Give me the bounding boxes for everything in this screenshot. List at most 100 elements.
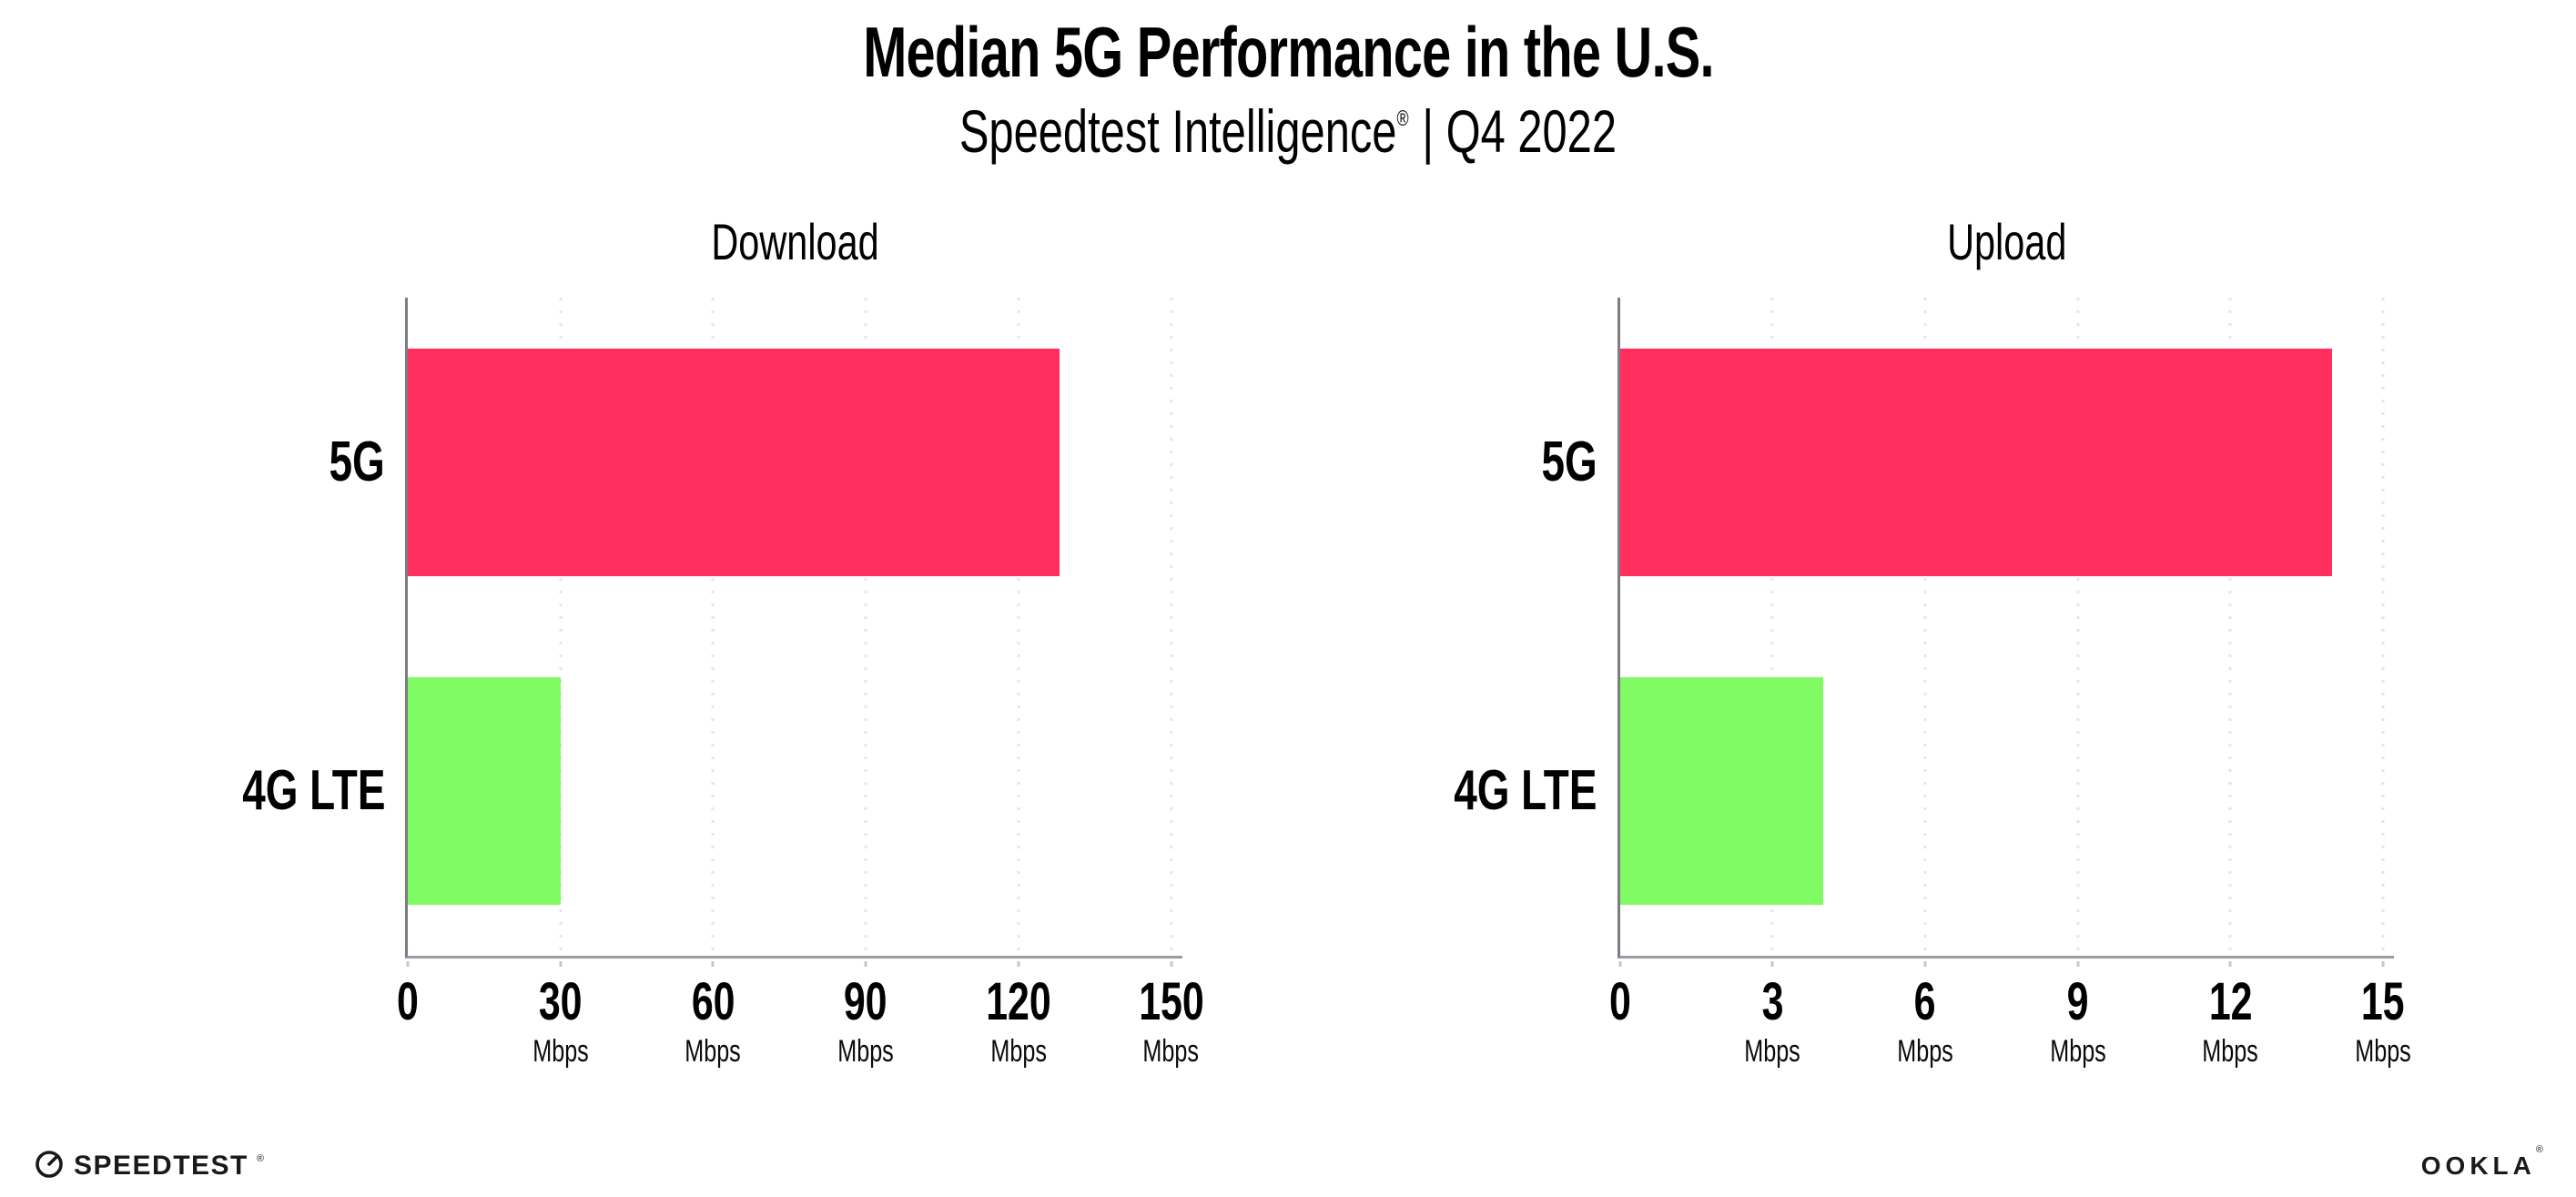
subchart-title-text: Upload — [1947, 213, 2067, 271]
subtitle-period: | Q4 2022 — [1422, 97, 1618, 166]
x-axis-labels: 0 30 Mbps 60 Mbps 90 Mbps 120 Mbps 150 Mbps — [397, 971, 1203, 1111]
x-tick-value: 60 — [691, 971, 735, 1031]
x-tick-9: 9 Mbps — [2040, 971, 2115, 1069]
plot-area — [1617, 297, 2394, 967]
subchart-title-download: Download — [408, 214, 1182, 270]
category-label-text: 4G LTE — [1454, 759, 1597, 823]
x-tick-unit: Mbps — [2355, 1033, 2411, 1069]
gridline — [2076, 297, 2080, 956]
scale-area — [406, 297, 1172, 967]
gridline — [1923, 297, 1927, 956]
gridline — [1770, 297, 1774, 956]
category-label-text: 4G LTE — [241, 759, 385, 823]
subchart-title-text: Download — [711, 213, 879, 271]
tick-mark — [1170, 960, 1172, 967]
x-tick-value: 9 — [2066, 971, 2089, 1031]
figure-footer: SPEEDTEST ® OOKLA® — [33, 1144, 2543, 1184]
x-tick-unit: Mbps — [532, 1033, 589, 1069]
x-tick-3: 3 Mbps — [1735, 971, 1810, 1069]
chart-body: 5G 4G LTE — [123, 297, 1182, 967]
ookla-registered-mark: ® — [2535, 1143, 2543, 1155]
gridline — [2228, 297, 2232, 956]
subchart-download: Download 5G 4G LTE 0 30 Mbps 60 Mbps 90 Mbps 120 Mb… — [123, 214, 1204, 1111]
x-tick-unit: Mbps — [2049, 1033, 2106, 1069]
tick-mark — [406, 960, 410, 967]
category-label-text: 5G — [329, 430, 385, 493]
x-tick-value: 0 — [1608, 971, 1631, 1031]
tick-mark — [2076, 960, 2080, 967]
ookla-wordmark: OOKLA — [2420, 1151, 2536, 1180]
figure-title-text: Median 5G Performance in the U.S. — [862, 12, 1714, 92]
gridline — [1017, 297, 1020, 956]
x-tick-30: 30 Mbps — [522, 971, 598, 1069]
x-tick-120: 120 Mbps — [974, 971, 1062, 1069]
tick-mark — [711, 960, 715, 967]
x-tick-value: 6 — [1913, 971, 1936, 1031]
x-tick-0: 0 — [393, 971, 422, 1031]
tick-mark — [1017, 960, 1020, 967]
x-tick-value: 3 — [1761, 971, 1784, 1031]
gridline — [2381, 297, 2385, 956]
tick-mark — [864, 960, 867, 967]
category-axis: 5G 4G LTE — [1335, 298, 1618, 956]
figure-subtitle: Speedtest Intelligence® | Q4 2022 — [0, 97, 2576, 167]
x-tick-value: 30 — [538, 971, 583, 1031]
tick-mark — [1618, 960, 1621, 967]
x-tick-value: 90 — [844, 971, 887, 1031]
figure-title: Median 5G Performance in the U.S. — [0, 12, 2576, 92]
x-tick-value: 150 — [1138, 971, 1204, 1031]
speedtest-registered-mark: ® — [256, 1152, 264, 1164]
gridline — [864, 297, 867, 956]
speedtest-wordmark: SPEEDTEST — [74, 1150, 248, 1181]
gridline — [559, 297, 563, 956]
x-tick-unit: Mbps — [837, 1033, 894, 1069]
scale-area — [1618, 297, 2385, 967]
tick-mark — [559, 960, 563, 967]
gridline — [1170, 297, 1172, 956]
subtitle-product: Speedtest Intelligence — [958, 97, 1397, 166]
registered-mark: ® — [1396, 107, 1409, 132]
x-tick-unit: Mbps — [685, 1033, 742, 1069]
category-axis: 5G 4G LTE — [123, 298, 405, 956]
x-tick-value: 120 — [985, 971, 1051, 1031]
category-label-4g-lte: 4G LTE — [1335, 626, 1618, 956]
category-label-4g-lte: 4G LTE — [123, 626, 405, 956]
x-tick-unit: Mbps — [1744, 1033, 1800, 1069]
tick-mark — [1770, 960, 1774, 967]
subchart-upload: Upload 5G 4G LTE 0 3 Mbps 6 Mbps 9 Mbps 12 Mbps 15 Mb… — [1335, 214, 2411, 1111]
x-tick-value: 0 — [397, 971, 419, 1031]
x-tick-90: 90 Mbps — [828, 971, 904, 1069]
tick-mark — [1923, 960, 1927, 967]
x-axis-labels: 0 3 Mbps 6 Mbps 9 Mbps 12 Mbps 15 Mbps — [1609, 971, 2411, 1111]
bar-4g-lte-upload — [1619, 677, 1824, 906]
category-label-text: 5G — [1541, 430, 1597, 493]
category-label-5g: 5G — [123, 298, 405, 627]
figure-header: Median 5G Performance in the U.S. Speedt… — [0, 0, 2576, 167]
x-tick-12: 12 Mbps — [2193, 971, 2268, 1069]
x-tick-15: 15 Mbps — [2345, 971, 2420, 1069]
charts-row: Download 5G 4G LTE 0 30 Mbps 60 Mbps 90 Mbps 120 Mb… — [0, 167, 2576, 1111]
bar-5g-download — [408, 348, 1060, 576]
speedtest-logo: SPEEDTEST ® — [33, 1147, 264, 1184]
x-tick-unit: Mbps — [1142, 1033, 1200, 1069]
x-tick-60: 60 Mbps — [675, 971, 751, 1069]
x-tick-6: 6 Mbps — [1887, 971, 1962, 1069]
x-tick-unit: Mbps — [2202, 1033, 2259, 1069]
ookla-logo: OOKLA® — [2420, 1144, 2543, 1181]
x-tick-unit: Mbps — [1897, 1033, 1953, 1069]
x-tick-unit: Mbps — [990, 1033, 1047, 1069]
gridline — [711, 297, 715, 956]
tick-mark — [2381, 960, 2385, 967]
bar-4g-lte-download — [408, 677, 561, 906]
subchart-title-upload: Upload — [1620, 214, 2395, 270]
x-tick-value: 12 — [2208, 971, 2253, 1031]
x-tick-150: 150 Mbps — [1127, 971, 1215, 1069]
tick-mark — [2228, 960, 2232, 967]
x-tick-value: 15 — [2361, 971, 2405, 1031]
speedtest-gauge-icon — [33, 1147, 66, 1184]
chart-body: 5G 4G LTE — [1335, 297, 2394, 967]
x-tick-0: 0 — [1605, 971, 1634, 1031]
plot-area — [405, 297, 1182, 967]
category-label-5g: 5G — [1335, 298, 1618, 627]
